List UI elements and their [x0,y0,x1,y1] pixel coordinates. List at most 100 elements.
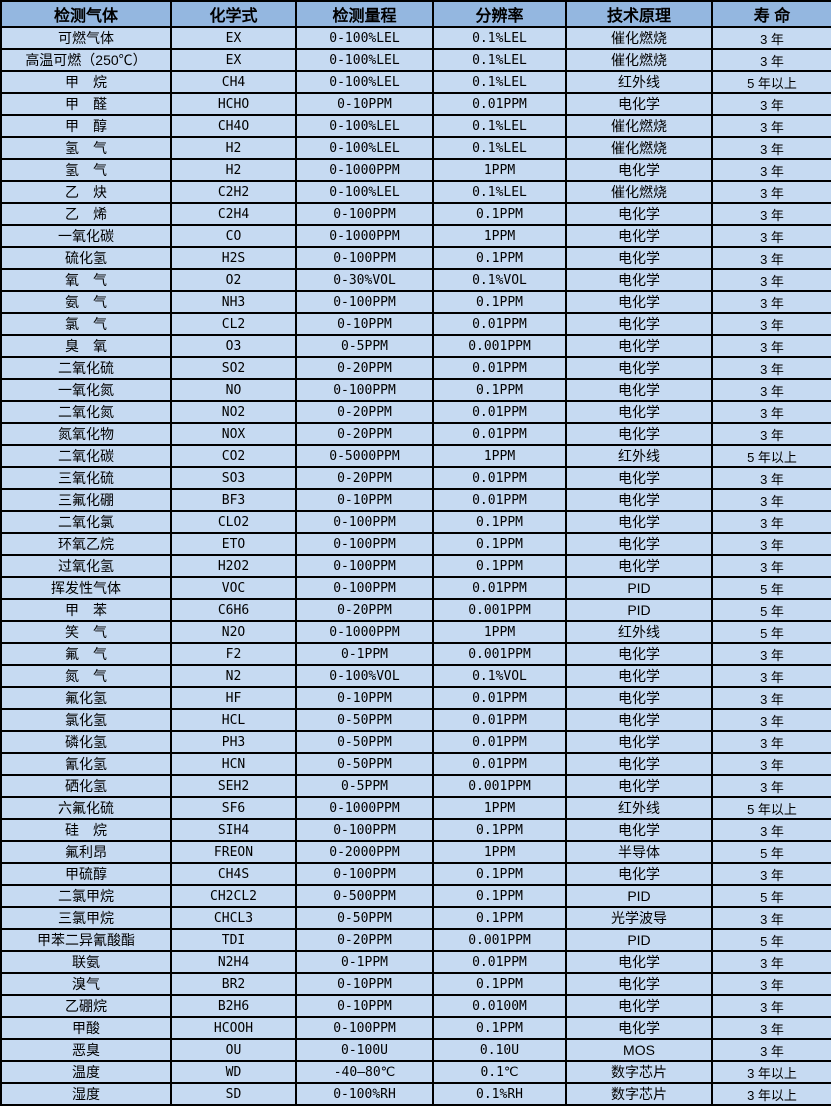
table-cell: 氢 气 [0,136,172,160]
table-cell: HCHO [170,92,297,116]
table-cell: 0-100PPM [295,818,434,842]
table-cell: 0-1000PPM [295,796,434,820]
table-cell: 恶臭 [0,1038,172,1062]
table-cell: 3 年 [711,466,831,490]
table-row: 氰化氢 HCN 0-50PPM 0.01PPM 电化学 3 年 [0,752,831,776]
table-cell: PID [565,576,713,600]
table-cell: 5 年 [711,928,831,952]
table-cell: 1PPM [432,796,567,820]
table-cell: 0-100%LEL [295,70,434,94]
table-cell: 氯 气 [0,312,172,336]
table-cell: 0-10PPM [295,312,434,336]
table-cell: 0.01PPM [432,312,567,336]
table-row: 氧 气 O2 0-30%VOL 0.1%VOL 电化学 3 年 [0,268,831,292]
table-cell: 0-20PPM [295,422,434,446]
table-cell: 0.1%VOL [432,268,567,292]
table-cell: 联氨 [0,950,172,974]
table-cell: 半导体 [565,840,713,864]
table-cell: 3 年 [711,950,831,974]
table-row: 甲硫醇 CH4S 0-100PPM 0.1PPM 电化学 3 年 [0,862,831,886]
table-cell: 3 年 [711,1016,831,1040]
table-cell: CHCL3 [170,906,297,930]
table-cell: 3 年 [711,1038,831,1062]
table-cell: 电化学 [565,862,713,886]
table-cell: 甲 醇 [0,114,172,138]
table-cell: 0.01PPM [432,488,567,512]
table-cell: HF [170,686,297,710]
table-cell: 甲 醛 [0,92,172,116]
table-cell: 3 年 [711,818,831,842]
table-cell: SO3 [170,466,297,490]
table-cell: 温度 [0,1060,172,1084]
table-cell: 电化学 [565,708,713,732]
table-row: 一氧化碳 CO 0-1000PPM 1PPM 电化学 3 年 [0,224,831,248]
table-row: 可燃气体 EX 0-100%LEL 0.1%LEL 催化燃烧 3 年 [0,26,831,50]
column-header: 技术原理 [565,0,713,28]
table-cell: 0.1PPM [432,246,567,270]
table-cell: 3 年 [711,180,831,204]
table-cell: 3 年 [711,378,831,402]
table-cell: H2O2 [170,554,297,578]
table-cell: C2H4 [170,202,297,226]
table-cell: 0-50PPM [295,906,434,930]
table-row: 甲苯二异氰酸酯 TDI 0-20PPM 0.001PPM PID 5 年 [0,928,831,952]
table-cell: 催化燃烧 [565,26,713,50]
table-cell: 甲酸 [0,1016,172,1040]
table-cell: WD [170,1060,297,1084]
table-cell: 3 年 [711,488,831,512]
table-cell: 3 年 [711,422,831,446]
table-row: 二氧化硫 SO2 0-20PPM 0.01PPM 电化学 3 年 [0,356,831,380]
table-cell: 0.1PPM [432,554,567,578]
table-cell: 0-10PPM [295,686,434,710]
table-cell: 0-1000PPM [295,620,434,644]
table-cell: 3 年 [711,664,831,688]
table-cell: F2 [170,642,297,666]
table-cell: 0.1%LEL [432,114,567,138]
table-row: 氟 气 F2 0-1PPM 0.001PPM 电化学 3 年 [0,642,831,666]
table-cell: NH3 [170,290,297,314]
table-row: 硒化氢 SEH2 0-5PPM 0.001PPM 电化学 3 年 [0,774,831,798]
table-row: 硫化氢 H2S 0-100PPM 0.1PPM 电化学 3 年 [0,246,831,270]
table-cell: 氧 气 [0,268,172,292]
table-cell: 电化学 [565,686,713,710]
table-cell: 0-100U [295,1038,434,1062]
table-cell: 1PPM [432,840,567,864]
table-cell: 3 年 [711,972,831,996]
table-cell: 可燃气体 [0,26,172,50]
table-cell: 0-50PPM [295,752,434,776]
table-cell: 0.01PPM [432,708,567,732]
table-cell: 3 年 [711,730,831,754]
table-cell: 臭 氧 [0,334,172,358]
table-cell: 电化学 [565,510,713,534]
table-cell: HCN [170,752,297,776]
table-cell: 电化学 [565,92,713,116]
table-cell: 红外线 [565,796,713,820]
table-cell: 0-100%LEL [295,26,434,50]
table-cell: 0.01PPM [432,730,567,754]
table-cell: 电化学 [565,774,713,798]
header-row: 检测气体 化学式 检测量程 分辨率 技术原理寿 命 [0,0,831,28]
table-cell: 一氧化氮 [0,378,172,402]
table-cell: 二氧化硫 [0,356,172,380]
table-cell: FREON [170,840,297,864]
table-cell: 甲苯二异氰酸酯 [0,928,172,952]
table-cell: 三氧化硫 [0,466,172,490]
table-cell: 3 年 [711,92,831,116]
table-cell: 硅 烷 [0,818,172,842]
table-cell: OU [170,1038,297,1062]
table-row: 一氧化氮 NO 0-100PPM 0.1PPM 电化学 3 年 [0,378,831,402]
table-cell: BR2 [170,972,297,996]
table-cell: 0.1PPM [432,510,567,534]
table-cell: N2 [170,664,297,688]
table-cell: 电化学 [565,752,713,776]
table-cell: CH4S [170,862,297,886]
table-cell: 0-10PPM [295,972,434,996]
table-cell: 0-50PPM [295,708,434,732]
table-row: 氮 气 N2 0-100%VOL 0.1%VOL 电化学 3 年 [0,664,831,688]
table-cell: 氨 气 [0,290,172,314]
table-cell: 电化学 [565,334,713,358]
table-cell: 0-10PPM [295,92,434,116]
table-cell: 3 年 [711,136,831,160]
table-cell: 5 年以上 [711,444,831,468]
table-cell: 电化学 [565,818,713,842]
